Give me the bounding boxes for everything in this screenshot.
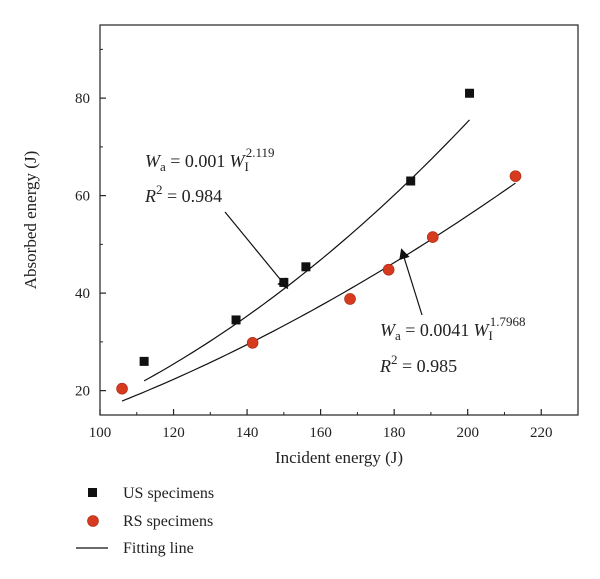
us-point [301, 262, 311, 272]
annotation-us-fit: Wa = 0.001 WI2.119 R2 = 0.984 [144, 145, 289, 290]
legend-label-fit: Fitting line [123, 540, 194, 557]
rs-point [116, 382, 128, 395]
rs-point [509, 170, 522, 182]
x-tick-label: 160 [309, 425, 332, 441]
x-tick-label: 100 [89, 425, 112, 441]
y-tick-label: 80 [75, 91, 90, 107]
y-tick-label: 60 [75, 189, 90, 205]
plot-area-frame [99, 24, 579, 416]
x-tick-label: 120 [162, 425, 185, 441]
us-point [406, 176, 416, 186]
us-point [231, 315, 241, 325]
annotation-rs-fit: Wa = 0.0041 WI1.7968 R2 = 0.985 [379, 248, 526, 376]
annotation-us-r2: R2 = 0.984 [144, 182, 222, 206]
legend-label-rs: RS specimens [123, 513, 213, 530]
data-points [116, 88, 522, 395]
legend: US specimens RS specimens Fitting line [76, 485, 214, 557]
rs-point [382, 263, 395, 276]
x-axis: 100 120 140 160 180 200 220 [89, 409, 553, 441]
fit-line-1 [121, 182, 516, 402]
x-tick-label: 220 [530, 425, 553, 441]
y-tick-label: 40 [75, 286, 90, 302]
x-tick-label: 200 [456, 425, 479, 441]
rs-point [426, 231, 439, 243]
us-point [465, 88, 475, 98]
y-axis: 20 40 60 80 [75, 48, 106, 400]
annotation-us-equation: Wa = 0.001 WI2.119 [145, 145, 275, 174]
annotation-rs-arrow [399, 248, 423, 316]
legend-label-us: US specimens [123, 485, 214, 502]
annotation-rs-r2: R2 = 0.985 [379, 352, 457, 376]
legend-marker-rs [87, 515, 99, 527]
y-axis-label: Absorbed energy (J) [21, 151, 40, 289]
y-tick-label: 20 [75, 384, 90, 400]
x-axis-label: Incident energy (J) [275, 448, 403, 467]
annotation-rs-equation: Wa = 0.0041 WI1.7968 [380, 314, 526, 343]
legend-marker-us [88, 488, 97, 497]
us-point [139, 356, 149, 366]
x-tick-label: 180 [383, 425, 406, 441]
rs-point [246, 337, 259, 349]
annotation-us-arrow [224, 211, 289, 290]
rs-point [344, 293, 356, 305]
x-tick-label: 140 [236, 425, 259, 441]
